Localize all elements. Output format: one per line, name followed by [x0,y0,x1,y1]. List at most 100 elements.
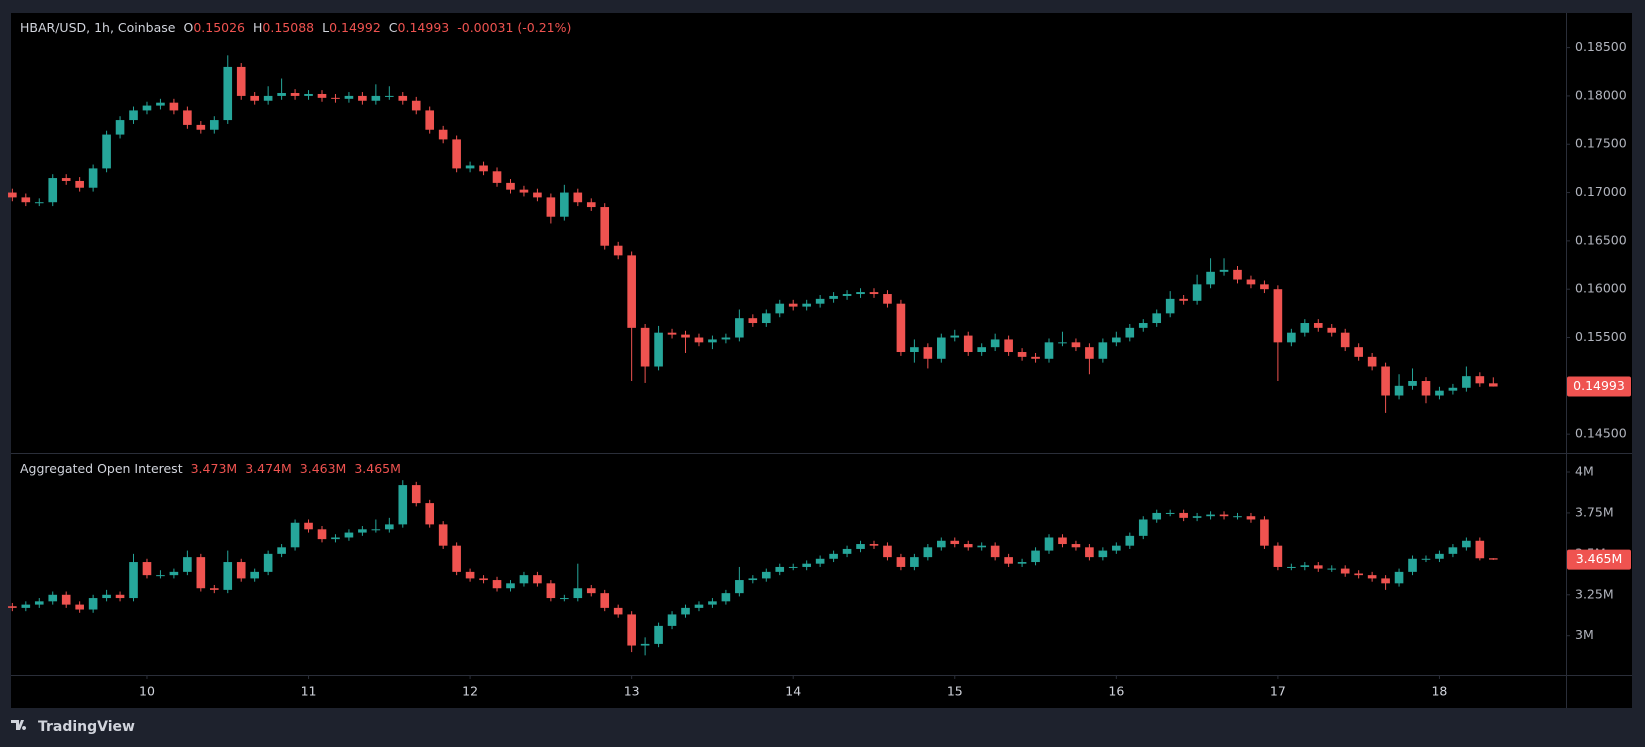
pane-header: HBAR/USD, 1h, Coinbase O0.15026 H0.15088 L0… [20,20,571,35]
candle-body [1112,545,1121,551]
candle-body [331,97,340,99]
candle-body [1112,337,1121,343]
candle-body [277,93,286,96]
candle-body [735,318,744,338]
candle-body [1165,512,1175,514]
candle-body [883,294,892,304]
candle-body [1327,327,1337,333]
candle-body [788,566,798,568]
ohlc-label: O [183,20,193,35]
candle-body [1260,284,1269,290]
candle-body [331,537,340,540]
candle-body [1031,356,1040,359]
candle-body [910,347,919,353]
oi-value: 3.463M [300,461,347,476]
last-value-label: 0.14993 [1573,378,1625,393]
candle-body [34,601,44,605]
candle-body [546,197,556,217]
candle-body [573,192,583,203]
candle-body [115,120,125,135]
candle-body [1408,558,1417,572]
candle-body [1462,540,1471,548]
y-tick-label: 3.25M [1575,586,1614,601]
candle-body [61,594,71,605]
pane-header: Aggregated Open Interest 3.473M 3.474M 3.46… [20,461,401,476]
candle-body [88,598,98,610]
candle-body [1273,545,1283,567]
y-tick-label: 0.17000 [1575,184,1627,199]
candle-body [600,207,610,246]
y-tick-label: 3.75M [1575,504,1614,519]
candles [8,55,1498,413]
candle-body [721,337,731,340]
candle-body [209,120,219,130]
candle-body [1044,537,1054,551]
candle-body [936,337,946,359]
y-tick-label: 0.18000 [1575,87,1627,102]
candle-body [411,485,421,504]
candle-body [1206,271,1215,285]
candle-body [438,129,448,140]
candle-body [1044,342,1054,359]
candle-body [1098,342,1108,359]
oi-value: 3.465M [354,461,401,476]
candle-body [842,548,852,554]
candle-body [34,202,44,204]
candle-body [761,313,771,324]
candle-body [196,557,206,589]
candle-body [21,604,31,608]
candle-body [1260,519,1269,546]
candle-body [708,339,717,343]
candle-body [1448,387,1458,391]
candle-body [48,178,58,203]
ohlc-label: L [322,20,329,35]
candle-body [573,588,583,599]
candle-body [479,165,488,172]
candle-body [735,580,744,594]
candle-body [977,347,987,353]
candle-body [1381,366,1390,396]
candle-body [102,134,111,169]
candle-body [654,625,663,644]
candle-body [8,192,17,198]
candle-body [963,544,973,548]
candle-body [250,95,259,101]
candle-body [586,202,596,208]
candle-body [600,593,610,608]
candle-body [869,292,879,295]
candle-body [317,93,327,98]
candle-body [775,303,785,314]
x-tick-label: 16 [1108,684,1124,699]
logo-mark [11,720,27,730]
candle-body [1004,339,1013,353]
candle-body [263,95,273,101]
candle-body [640,643,650,646]
candle-body [1017,562,1027,564]
candle-body [815,558,825,564]
candle-body [236,562,246,579]
candle-body [1152,313,1162,324]
candle-body [1340,568,1350,574]
candle-body [506,182,515,190]
candles [8,480,1498,656]
candle-body [1313,323,1323,328]
candle-body [183,110,192,125]
last-value-tag [1567,549,1631,570]
candle-body [560,192,569,217]
candle-body [115,594,125,599]
candle-body [358,95,367,101]
candle-body [1071,544,1081,548]
candle-body [681,334,690,338]
candle-body [977,545,987,548]
candle-body [1125,327,1135,338]
candle-body [1367,356,1377,367]
y-tick-label: 0.14500 [1575,426,1627,441]
candle-body [1179,512,1188,518]
ohlc-label: H [253,20,262,35]
candle-body [411,100,421,111]
candle-body [1435,553,1444,559]
y-tick-label: 0.16000 [1575,281,1627,296]
oi-value: 3.474M [245,461,292,476]
candle-body [990,339,1000,348]
candle-body [1421,381,1431,396]
